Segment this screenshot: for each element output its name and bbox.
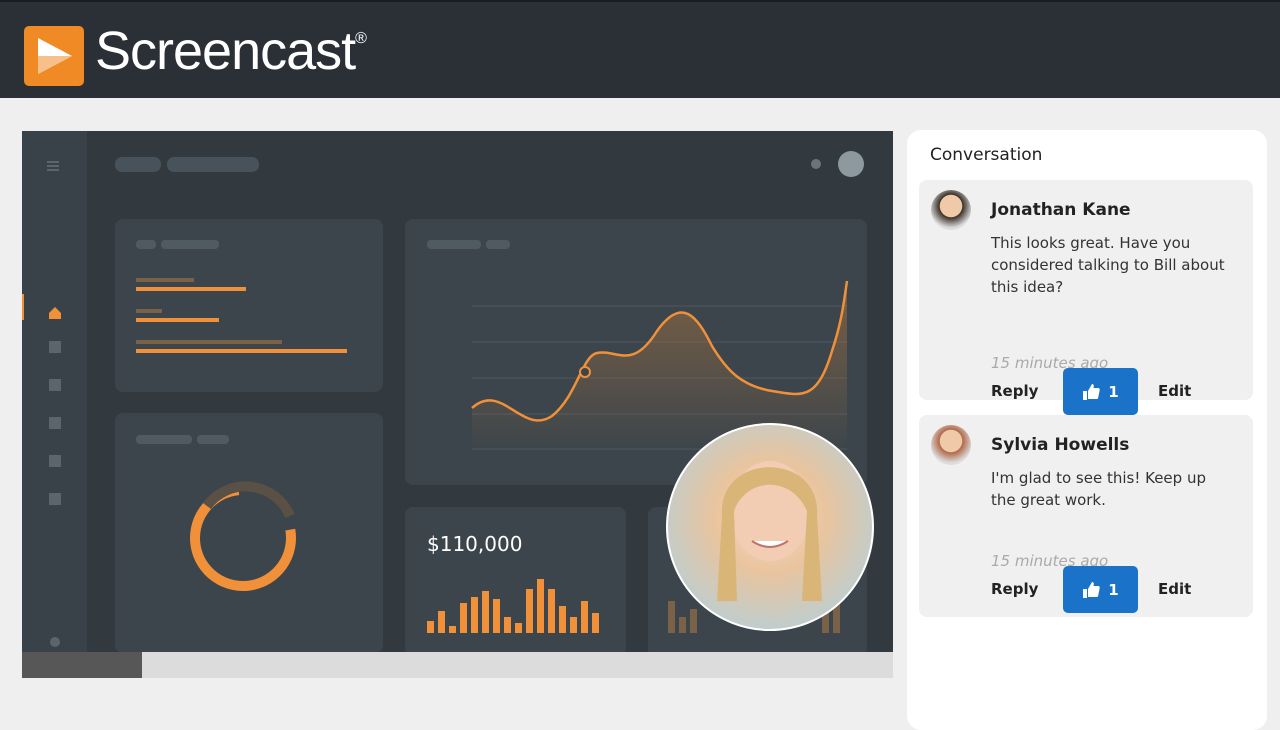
like-button[interactable]: 1: [1063, 368, 1138, 415]
thumb-icon: [1083, 581, 1101, 598]
avatar: [931, 425, 971, 465]
timestamp: 15 minutes ago: [991, 354, 1109, 372]
stat-value: $110,000: [427, 532, 522, 556]
author-name: Sylvia Howells: [991, 435, 1130, 455]
edit-button[interactable]: Edit: [1158, 580, 1192, 598]
logo-icon: [24, 26, 84, 86]
like-button[interactable]: 1: [1063, 566, 1138, 613]
reply-button[interactable]: Reply: [991, 382, 1039, 400]
avatar: [931, 190, 971, 230]
edit-button[interactable]: Edit: [1158, 382, 1192, 400]
comment-text: This looks great. Have you considered ta…: [991, 234, 1225, 296]
conversation-panel: Conversation Jonathan Kane This looks gre…: [907, 130, 1267, 730]
reply-button[interactable]: Reply: [991, 580, 1039, 598]
author-name: Jonathan Kane: [991, 200, 1131, 220]
comment-card: Jonathan Kane This looks great. Have you …: [919, 180, 1253, 415]
like-count: 1: [1108, 382, 1119, 401]
thumb-icon: [1083, 383, 1101, 400]
logo-text: Screencast®: [95, 20, 367, 82]
panel-title: Conversation: [930, 145, 1043, 165]
header: Screencast®: [0, 0, 1280, 98]
comment-card: Sylvia Howells I'm glad to see this! Keep…: [919, 415, 1253, 617]
logo-name: Screencast: [95, 21, 356, 81]
timestamp: 15 minutes ago: [991, 552, 1109, 570]
like-count: 1: [1108, 580, 1119, 599]
video-player[interactable]: $110,000: [22, 131, 893, 678]
trademark: ®: [355, 30, 367, 47]
comment-text: I'm glad to see this! Keep up the great …: [991, 469, 1206, 509]
